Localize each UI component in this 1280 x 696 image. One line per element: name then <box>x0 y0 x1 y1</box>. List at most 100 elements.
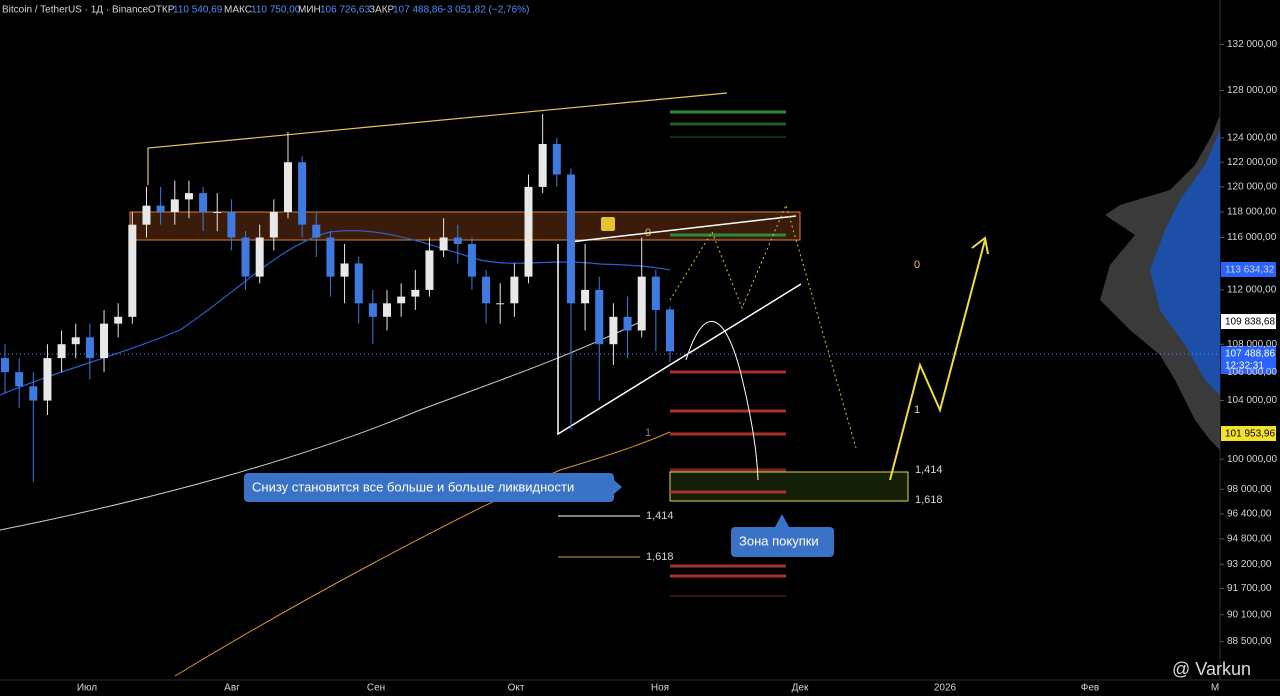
upper-trendline <box>147 92 728 185</box>
x-tick-label: Окт <box>508 683 525 694</box>
x-tick-label: Июл <box>77 683 97 694</box>
y-tick-label: 91 700,00 <box>1227 583 1272 594</box>
candle-body <box>552 143 561 175</box>
y-tick-label: 116 000,00 <box>1227 232 1277 243</box>
open-value: 110 540,69 <box>173 5 223 16</box>
price-badge <box>1221 426 1276 441</box>
candle-body <box>467 243 476 277</box>
y-tick-label: 118 000,00 <box>1227 207 1277 218</box>
candle-body <box>100 323 109 359</box>
candle-body <box>453 237 462 244</box>
forecast-line <box>889 239 986 481</box>
candle-body <box>170 199 179 212</box>
candle-body <box>666 309 674 352</box>
fib-label: 1 <box>914 404 920 416</box>
buy-zone-callout <box>731 527 834 557</box>
high-value: 110 750,00 <box>251 5 301 16</box>
resistance-trendline <box>569 215 797 243</box>
price-badge-text: 109 838,68 <box>1225 317 1275 328</box>
y-tick-label: 93 200,00 <box>1227 559 1272 570</box>
buy-zone-text: Зона покупки <box>739 533 819 548</box>
candle-body <box>538 143 547 187</box>
candle-body <box>142 205 151 225</box>
candle-body <box>213 211 222 213</box>
y-tick-label: 124 000,00 <box>1227 133 1277 144</box>
close-value: 107 488,86 <box>393 5 443 16</box>
fib-label: 1 <box>645 427 651 439</box>
y-tick-label: 122 000,00 <box>1227 157 1277 168</box>
candle-body <box>71 337 80 345</box>
countdown-text: 12:32:31 <box>1225 361 1264 372</box>
candle-body <box>368 303 377 317</box>
candle-body <box>255 237 264 277</box>
candle-body <box>609 316 618 345</box>
candle-body <box>114 316 123 324</box>
x-tick-label: М <box>1211 683 1219 694</box>
y-tick-label: 108 000,00 <box>1227 339 1277 350</box>
x-tick-label: Ноя <box>651 683 669 694</box>
y-tick-label: 88 500,00 <box>1227 636 1272 647</box>
y-tick-label: 112 000,00 <box>1227 285 1277 296</box>
callout-arrow <box>614 480 622 494</box>
symbol: Bitcoin / TetherUS · 1Д · Binance <box>2 5 149 16</box>
low-label: МИН <box>298 5 321 16</box>
check-icon <box>601 217 615 231</box>
liquidity-callout <box>244 473 614 502</box>
candle-body <box>57 344 66 359</box>
candle-body <box>496 303 505 305</box>
forecast-arrowhead <box>971 236 989 255</box>
price-badge <box>1221 262 1276 277</box>
open-label: ОТКР <box>148 5 175 16</box>
price-badge <box>1221 346 1276 374</box>
candle-body <box>383 303 392 317</box>
candle-body <box>29 386 38 401</box>
candle-body <box>15 372 24 387</box>
price-badge-text: 113 634,32 <box>1225 265 1275 276</box>
candle-body <box>510 276 519 304</box>
low-value: 106 726,63 <box>320 5 370 16</box>
candle-body <box>199 193 208 212</box>
support-trendline <box>557 244 802 436</box>
x-tick-label: Фев <box>1081 683 1099 694</box>
candle-body <box>241 237 250 277</box>
liquidity-text: Снизу становится все больше и больше лик… <box>252 479 574 494</box>
candle-body <box>439 237 448 251</box>
candle-body <box>397 296 406 304</box>
candle-body <box>637 276 646 331</box>
candle-body <box>312 224 321 238</box>
candle-body <box>326 237 335 277</box>
candle-body <box>354 263 363 304</box>
candle-body <box>566 174 575 304</box>
candle-body <box>283 162 292 212</box>
price-badge <box>1221 314 1276 329</box>
y-tick-label: 106 000,00 <box>1227 367 1277 378</box>
fib-label: 0 <box>645 227 651 239</box>
high-label: МАКС <box>224 5 252 16</box>
candle-body <box>184 193 193 200</box>
liquidity-levels <box>670 110 786 597</box>
candle-body <box>128 224 137 317</box>
close-label: ЗАКР <box>369 5 395 16</box>
candle-body <box>227 211 236 238</box>
candle-body <box>43 358 52 401</box>
projection-arrow <box>685 320 759 481</box>
price-badge-text: 101 953,96 <box>1225 429 1275 440</box>
volume-profile <box>1100 115 1220 450</box>
candle-body <box>623 316 632 331</box>
y-tick-label: 132 000,00 <box>1227 39 1277 50</box>
candle-body <box>651 276 660 311</box>
candle-body <box>595 289 604 345</box>
y-tick-label: 96 400,00 <box>1227 509 1272 520</box>
y-tick-label: 104 000,00 <box>1227 395 1277 406</box>
fib-label: 1,414 <box>915 464 943 476</box>
x-tick-label: Авг <box>224 683 240 694</box>
watermark: @ Varkun <box>1172 659 1251 679</box>
fib-label: 0 <box>914 259 920 271</box>
candle-body <box>482 276 491 304</box>
candle-body <box>581 289 590 304</box>
candle-body <box>1 358 9 373</box>
fib-label: 1,414 <box>646 510 674 522</box>
candle-body <box>524 186 533 277</box>
